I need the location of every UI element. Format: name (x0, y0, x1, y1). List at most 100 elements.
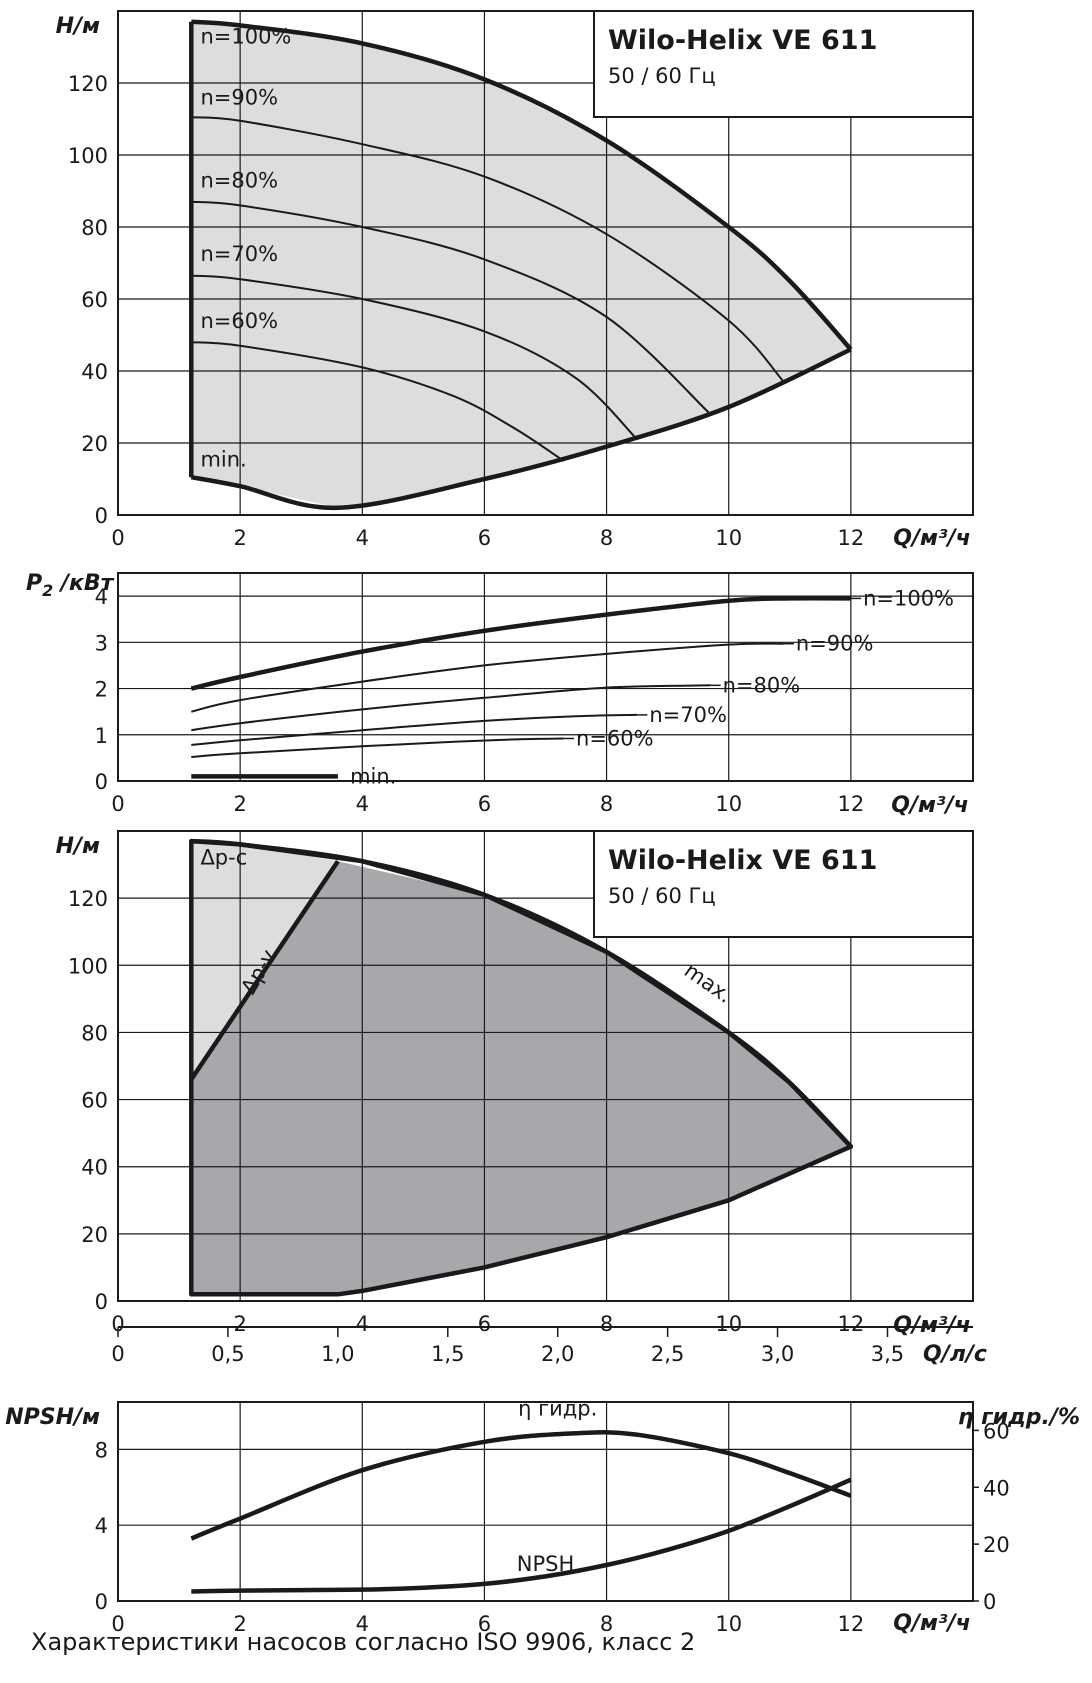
x-tick-label: 12 (837, 1312, 864, 1336)
legend-title-box (593, 830, 974, 938)
series-label-n-100: n=100% (200, 24, 291, 48)
x-tick-label: 0 (111, 792, 124, 816)
secondary-x-ticks: 0 0,5 1,0 1,5 2,0 2,5 3,0 3,5 (111, 1327, 904, 1366)
x2-tick-label: 3,5 (871, 1342, 904, 1366)
series-label-n-80: n=80% (200, 168, 278, 192)
series-гидр-line (190, 1430, 852, 1541)
x2-tick-label: 2,5 (651, 1342, 684, 1366)
x-tick-label: 8 (600, 1312, 613, 1336)
chart-subtitle: 50 / 60 Гц (608, 884, 716, 908)
series-label-n-90: n=90% (796, 632, 874, 656)
y-tick-label: 0 (95, 1590, 108, 1614)
x-tick-label: 10 (715, 526, 742, 550)
x2-tick-label: 3,0 (761, 1342, 794, 1366)
series-label-npsh: NPSH (517, 1552, 575, 1576)
y-tick-label: 40 (81, 360, 108, 384)
x-tick-label: 6 (478, 792, 491, 816)
x-tick-label: 12 (837, 1612, 864, 1636)
y-tick-label: 1 (95, 724, 108, 748)
series-min-line (190, 347, 852, 511)
region-p-c (191, 841, 338, 1080)
series-label-n-70: n=70% (200, 242, 278, 266)
y-tick-label: 60 (81, 288, 108, 312)
chart-npsh: 0 2 4 6 8 10 12 0 4 8 0 20 40 60 0 0,5 1,0 1,5 2,0 2,5 3,0 3,… (5, 1326, 1080, 1636)
x-tick-label: 12 (837, 792, 864, 816)
right-tick-labels: 0 20 40 60 (973, 1419, 1010, 1614)
x-tick-label: 0 (111, 526, 124, 550)
chart-subtitle: 50 / 60 Гц (608, 64, 716, 88)
y-tick-label: 120 (68, 72, 108, 96)
x-tick-label: 10 (715, 792, 742, 816)
series-label-n-90: n=90% (200, 86, 278, 110)
x-tick-label: 0 (111, 1612, 124, 1636)
tick-labels: 0 2 4 6 8 10 12 0 4 8 (95, 1438, 865, 1636)
y-axis-label: NPSH/м (5, 1405, 100, 1430)
y-tick-label: 0 (95, 1290, 108, 1314)
y-tick-label: 20 (81, 1223, 108, 1247)
series-label-eta: η гидр. (518, 1397, 597, 1421)
y-tick-label: 120 (68, 887, 108, 911)
series-n-70-line (191, 713, 638, 746)
y-axis-label: H/м (56, 14, 100, 39)
x-tick-label: 4 (356, 792, 369, 816)
y-tick-label: 100 (68, 954, 108, 978)
x-tick-label: 2 (233, 526, 246, 550)
y2-tick-label: 40 (983, 1476, 1010, 1500)
x-tick-label: 12 (837, 526, 864, 550)
series-label-dp-c: Δp-c (200, 846, 247, 870)
y2-axis-label: η гидр./% (958, 1405, 1080, 1430)
y-axis-label: H/м (56, 834, 100, 859)
series-n-90-line (191, 116, 785, 383)
x-tick-label: 6 (478, 526, 491, 550)
series-p-v-line (189, 859, 340, 1081)
x-tick-label: 4 (356, 1612, 369, 1636)
series-n-60-line (191, 737, 564, 758)
x2-axis-label: Q/л/с (923, 1342, 987, 1367)
series-label-n-80: n=80% (723, 673, 801, 697)
x-tick-label: 6 (478, 1312, 491, 1336)
y2-tick-label: 0 (983, 1590, 996, 1614)
y-tick-label: 0 (95, 504, 108, 528)
x-tick-label: 8 (600, 526, 613, 550)
x2-tick-label: 1,0 (321, 1342, 354, 1366)
y-tick-label: 3 (95, 631, 108, 655)
y-tick-label: 0 (95, 770, 108, 794)
plot-frame (117, 10, 974, 516)
chart-head: 0 2 4 6 8 10 12020406080100120n=100%n=90%n=80%… (56, 10, 974, 551)
y-tick-label: 40 (81, 1156, 108, 1180)
y-tick-label: 60 (81, 1089, 108, 1113)
x-tick-label: 10 (715, 1312, 742, 1336)
plot-frame (117, 830, 974, 1302)
y-tick-label: 100 (68, 144, 108, 168)
region-p-v (191, 861, 851, 1295)
series-label-min: min. (350, 764, 396, 788)
y-tick-label: 20 (81, 432, 108, 456)
x2-tick-label: 0,5 (211, 1342, 244, 1366)
x-tick-label: 6 (478, 1612, 491, 1636)
x-axis-label: Q/м³/ч (891, 793, 969, 818)
y-tick-label: 4 (95, 585, 108, 609)
series-npsh-line (191, 1477, 852, 1594)
series-n-100-line (191, 19, 853, 351)
series-n-100-line (190, 595, 851, 691)
series-n-80-line (191, 684, 711, 732)
y-tick-label: 80 (81, 216, 108, 240)
series-label-min: min. (200, 447, 246, 471)
x2-tick-label: 2,0 (541, 1342, 574, 1366)
series-label-n-60: n=60% (200, 309, 278, 333)
chart-title: Wilo-Helix VE 611 (608, 25, 877, 56)
y-tick-label: 8 (95, 1438, 108, 1462)
y-axis-label: P2 /кВт (26, 571, 115, 600)
x-tick-label: 2 (233, 1612, 246, 1636)
caption: Характеристики насосов согласно ISO 9906… (31, 1628, 696, 1656)
y-tick-label: 2 (95, 678, 108, 702)
y-tick-label: 80 (81, 1021, 108, 1045)
x-tick-label: 2 (233, 792, 246, 816)
plot-frame (117, 1401, 974, 1602)
chart-title: Wilo-Helix VE 611 (608, 845, 877, 876)
series-n-60-line (191, 341, 565, 462)
